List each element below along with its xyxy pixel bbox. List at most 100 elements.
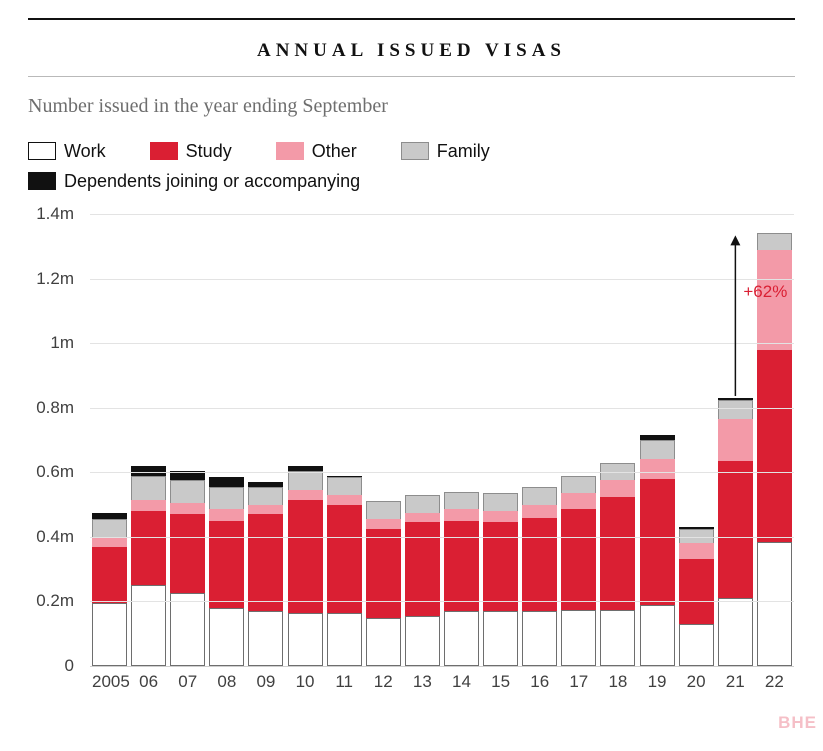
x-tick-label: 08 — [209, 672, 244, 692]
gridline — [90, 408, 794, 409]
bar-segment — [92, 547, 127, 604]
bar-segment — [131, 476, 166, 500]
y-tick-label: 0.2m — [18, 591, 74, 611]
bar — [131, 466, 166, 666]
bar-segment — [483, 611, 518, 666]
legend: WorkStudyOtherFamilyDependents joining o… — [28, 136, 795, 196]
bar-segment — [209, 487, 244, 510]
bar-segment — [170, 503, 205, 514]
bar-segment — [248, 514, 283, 611]
bar-segment — [366, 519, 401, 529]
bar — [327, 476, 362, 666]
bar-segment — [327, 613, 362, 666]
bar — [92, 513, 127, 666]
x-tick-label: 18 — [600, 672, 635, 692]
bar-segment — [444, 492, 479, 510]
x-tick-label: 12 — [366, 672, 401, 692]
bar-segment — [600, 497, 635, 610]
bar-segment — [288, 500, 323, 613]
chart-page: ANNUAL ISSUED VISAS Number issued in the… — [0, 0, 823, 751]
bar-segment — [757, 542, 792, 666]
chart-title: ANNUAL ISSUED VISAS — [28, 26, 795, 76]
bar — [679, 527, 714, 666]
bar-segment — [718, 400, 753, 419]
y-tick-label: 1.2m — [18, 269, 74, 289]
bar-segment — [209, 477, 244, 487]
y-tick-label: 1m — [18, 333, 74, 353]
bar-segment — [640, 459, 675, 478]
bar-segment — [600, 480, 635, 496]
bar-segment — [170, 514, 205, 593]
top-rule — [28, 18, 795, 20]
y-tick-label: 0.4m — [18, 527, 74, 547]
y-tick-label: 0 — [18, 656, 74, 676]
bar-segment — [92, 519, 127, 537]
legend-label: Work — [64, 136, 106, 166]
chart-subtitle: Number issued in the year ending Septemb… — [28, 95, 795, 118]
bar — [522, 487, 557, 666]
bar-segment — [718, 461, 753, 598]
bar — [561, 476, 596, 666]
bar-segment — [718, 598, 753, 666]
bar-segment — [679, 559, 714, 624]
bar-segment — [640, 605, 675, 666]
legend-label: Family — [437, 136, 490, 166]
bar-segment — [288, 613, 323, 666]
x-tick-label: 07 — [170, 672, 205, 692]
bar-segment — [444, 611, 479, 666]
y-axis-labels: 00.2m0.4m0.6m0.8m1m1.2m1.4m — [28, 206, 84, 666]
x-tick-label: 06 — [131, 672, 166, 692]
bar-segment — [757, 250, 792, 350]
y-tick-label: 0.6m — [18, 462, 74, 482]
bar-segment — [679, 624, 714, 666]
bar-segment — [483, 522, 518, 611]
x-tick-label: 17 — [561, 672, 596, 692]
gridline — [90, 472, 794, 473]
bar-segment — [209, 521, 244, 608]
bar-segment — [522, 487, 557, 505]
x-tick-label: 16 — [522, 672, 557, 692]
bar — [444, 492, 479, 666]
legend-swatch — [401, 142, 429, 160]
bar-segment — [366, 529, 401, 618]
legend-item: Work — [28, 136, 106, 166]
bar-segment — [209, 509, 244, 520]
bar-segment — [131, 500, 166, 511]
legend-label: Study — [186, 136, 232, 166]
bar-segment — [483, 493, 518, 511]
bar-segment — [170, 593, 205, 666]
bar-segment — [600, 610, 635, 667]
x-tick-label: 10 — [288, 672, 323, 692]
watermark: BHE — [778, 713, 817, 733]
bar-segment — [248, 611, 283, 666]
plot-area: +62% — [90, 214, 794, 667]
bar — [288, 466, 323, 666]
bar-segment — [405, 513, 440, 523]
bar-segment — [757, 233, 792, 249]
legend-swatch — [276, 142, 304, 160]
bar-segment — [444, 521, 479, 611]
legend-item: Study — [150, 136, 232, 166]
bar-segment — [209, 608, 244, 666]
bar-segment — [288, 490, 323, 500]
bar — [718, 398, 753, 666]
bar-segment — [757, 350, 792, 542]
bar — [209, 477, 244, 666]
bar-segment — [679, 543, 714, 559]
bar-segment — [718, 419, 753, 461]
gridline — [90, 601, 794, 602]
x-tick-label: 13 — [405, 672, 440, 692]
x-tick-label: 09 — [248, 672, 283, 692]
chart-area: 00.2m0.4m0.6m0.8m1m1.2m1.4m +62% 2005060… — [28, 206, 798, 706]
legend-item: Family — [401, 136, 490, 166]
bar-segment — [640, 440, 675, 459]
bar-segment — [405, 495, 440, 513]
bar-segment — [248, 505, 283, 515]
x-tick-label: 14 — [444, 672, 479, 692]
bar — [170, 471, 205, 666]
bar-segment — [444, 509, 479, 520]
bar-segment — [405, 616, 440, 666]
legend-swatch — [150, 142, 178, 160]
bar-segment — [92, 537, 127, 547]
bar-segment — [561, 610, 596, 667]
